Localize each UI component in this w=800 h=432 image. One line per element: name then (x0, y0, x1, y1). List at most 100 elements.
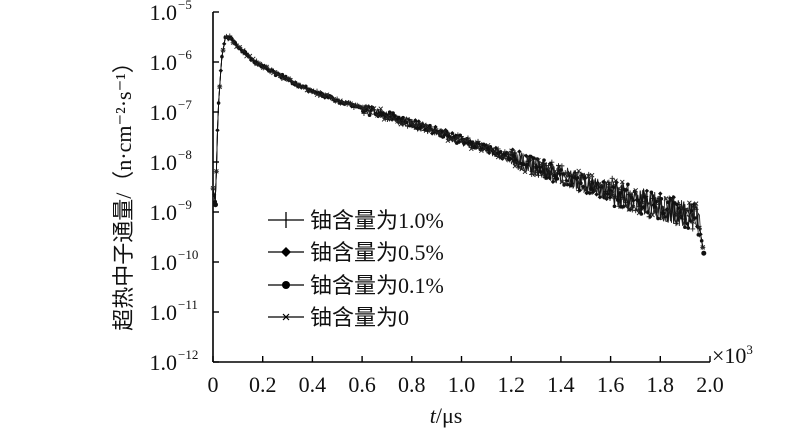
x-tick-label: 1.2 (497, 372, 525, 397)
y-tick-label: 1.0 (150, 150, 178, 175)
data-point (250, 56, 256, 62)
data-point (324, 92, 330, 98)
data-point (371, 106, 377, 111)
legend-marker (282, 313, 290, 321)
x-tick-label: 0.6 (348, 372, 376, 397)
data-point (385, 114, 390, 120)
data-point (493, 145, 499, 151)
data-point (572, 171, 578, 177)
data-point (619, 204, 623, 209)
data-point (599, 182, 605, 188)
data-point (338, 98, 343, 103)
data-point (341, 100, 347, 106)
data-point (583, 188, 588, 193)
data-point (321, 93, 327, 99)
data-point (482, 145, 488, 151)
y-tick-exponent: −12 (178, 347, 198, 362)
data-point (445, 138, 451, 144)
data-point (697, 225, 702, 231)
data-point (291, 80, 296, 85)
data-point (433, 124, 438, 130)
legend-item: 铀含量为0.1% (268, 273, 444, 298)
data-point (271, 70, 276, 76)
y-tick-exponent: −11 (178, 297, 198, 312)
data-point (492, 150, 498, 156)
data-point (334, 99, 340, 104)
data-point (659, 196, 664, 201)
data-point (616, 186, 622, 191)
data-point (391, 117, 397, 122)
data-point (609, 175, 615, 181)
data-point (485, 143, 491, 148)
data-point (479, 148, 484, 154)
data-point (517, 149, 522, 154)
data-point (559, 179, 565, 185)
x-tick-label: 1.4 (547, 372, 575, 397)
x-tick-label: 1.0 (448, 372, 476, 397)
data-point (267, 67, 273, 72)
data-point (344, 99, 350, 105)
data-point (415, 121, 420, 127)
data-point (700, 245, 706, 250)
data-point (422, 122, 427, 128)
data-point (619, 179, 625, 185)
data-point (646, 201, 652, 206)
x-tick-label: 2.0 (696, 372, 724, 397)
data-point (448, 135, 452, 139)
data-point (472, 141, 477, 146)
y-axis-ticks: 1.0 −121.0 −111.0 −101.0 −91.0 −81.0 −71.0 −61.… (150, 0, 219, 375)
data-point (287, 77, 293, 83)
data-point (676, 213, 682, 218)
data-point (499, 155, 504, 160)
y-tick-exponent: −10 (178, 247, 198, 262)
data-point (525, 163, 530, 167)
data-point (690, 219, 696, 224)
data-point (676, 206, 680, 210)
y-tick-label: 1.0 (150, 0, 178, 25)
data-point (240, 48, 246, 53)
data-point (596, 181, 602, 187)
data-point (539, 161, 545, 166)
legend-label: 铀含量为0.5% (310, 240, 444, 265)
x-tick-label: 1.6 (597, 372, 625, 397)
data-point (606, 183, 612, 189)
data-point (505, 150, 511, 156)
data-point (594, 192, 599, 197)
data-point (701, 250, 707, 256)
data-point (576, 168, 581, 174)
data-point (230, 40, 236, 45)
data-point (589, 172, 595, 178)
data-point (542, 162, 548, 168)
y-tick-label: 1.0 (150, 300, 178, 325)
data-point (304, 87, 310, 93)
x-axis-scale-factor: ×103 (712, 342, 753, 368)
data-point (557, 171, 562, 176)
data-point (405, 116, 410, 122)
data-point (550, 179, 556, 185)
data-point (601, 179, 606, 185)
x-tick-label: 0.2 (249, 372, 277, 397)
data-point (375, 113, 380, 118)
data-point (562, 181, 568, 186)
data-point (311, 89, 316, 95)
data-point (455, 135, 461, 141)
data-point (331, 96, 337, 102)
data-point (529, 170, 535, 176)
y-tick-label: 1.0 (150, 350, 178, 375)
legend-marker (282, 281, 290, 289)
data-point (624, 187, 629, 193)
data-point (328, 94, 333, 100)
y-tick-label: 1.0 (150, 200, 178, 225)
legend-item: 铀含量为0.5% (268, 240, 444, 265)
data-point (448, 136, 454, 142)
legend-label: 铀含量为0 (310, 305, 409, 330)
data-point (294, 82, 300, 87)
data-point (622, 187, 627, 192)
data-point (536, 157, 541, 163)
data-point (552, 173, 556, 178)
data-point (401, 115, 405, 120)
data-point (361, 109, 365, 114)
data-point (453, 133, 458, 138)
data-point (401, 121, 407, 127)
y-tick-label: 1.0 (150, 50, 178, 75)
